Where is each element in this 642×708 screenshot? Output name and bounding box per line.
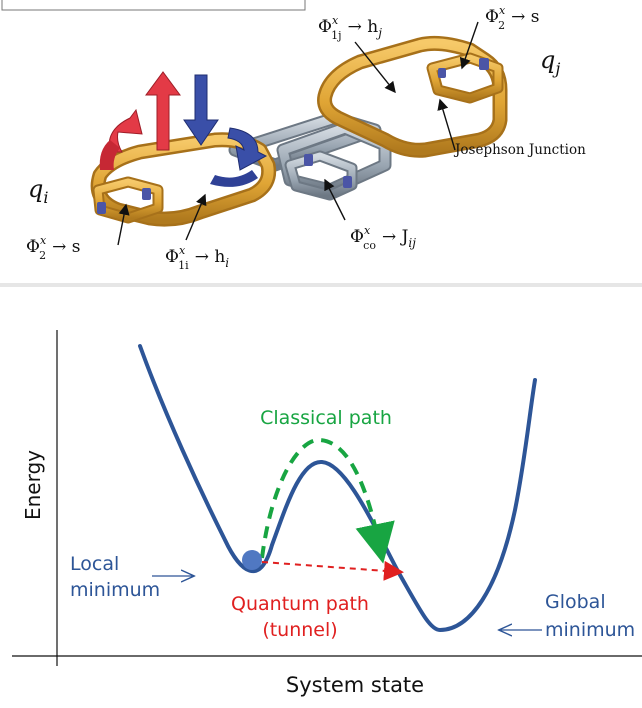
pointer-phi-co [324,178,346,221]
label-qubit-i: qi [28,175,49,207]
energy-curve [138,344,537,633]
classical-path-label: Classical path [260,407,392,429]
quantum-path-label-1: Quantum path [231,593,369,615]
pointer-phi-2-top [459,21,479,70]
label-phi-1i: Φx 1i → hi [165,244,229,272]
quantum-path-arrow [261,560,404,581]
energy-landscape: Energy System state Classical path Quant… [0,290,642,704]
qubit-loop-i [90,132,277,227]
label-josephson-junction: Josephson Junction [453,142,586,158]
pointer-josephson [437,98,456,151]
pointer-phi-1i [185,193,207,241]
y-axis-label: Energy [21,450,45,520]
pointer-phi-2-left [117,203,130,246]
state-ball [242,550,262,570]
svg-text:Φx2→ s: Φx 2 → s [26,234,81,262]
pointer-phi-1j [354,41,396,94]
quantum-path-label-2: (tunnel) [262,619,337,641]
label-phi-2-left: Φx 2 → s [26,234,81,262]
svg-text:qi: qi [28,175,49,207]
global-minimum-label-1: Global [545,591,606,613]
qubit-coupler-svg: qi qj Φx 1j → hj Φx 2 → s Josephson Junction… [1,0,586,272]
classical-path-arrow [260,437,395,564]
label-qubit-j: qj [540,46,560,78]
x-axis-label: System state [286,673,424,697]
flux-arrows [99,71,268,187]
qubit-coupler-diagram: qi qj Φx 1j → hj Φx 2 → s Josephson Junction… [0,0,642,282]
energy-landscape-svg: Energy System state Classical path Quant… [12,330,642,697]
local-minimum-label-1: Local [70,553,119,575]
label-phi-co: Φx co → Jij [350,224,416,252]
label-phi-1j: Φx 1j → hj [318,14,382,42]
panel-divider [0,283,642,287]
label-phi-2-top: Φx 2 → s [485,4,540,32]
frame-edge [1,0,306,11]
svg-text:Φx2→ s: Φx 2 → s [485,4,540,32]
local-minimum-label-2: minimum [70,579,160,601]
svg-text:qj: qj [540,46,560,78]
global-minimum-label-2: minimum [545,619,635,641]
